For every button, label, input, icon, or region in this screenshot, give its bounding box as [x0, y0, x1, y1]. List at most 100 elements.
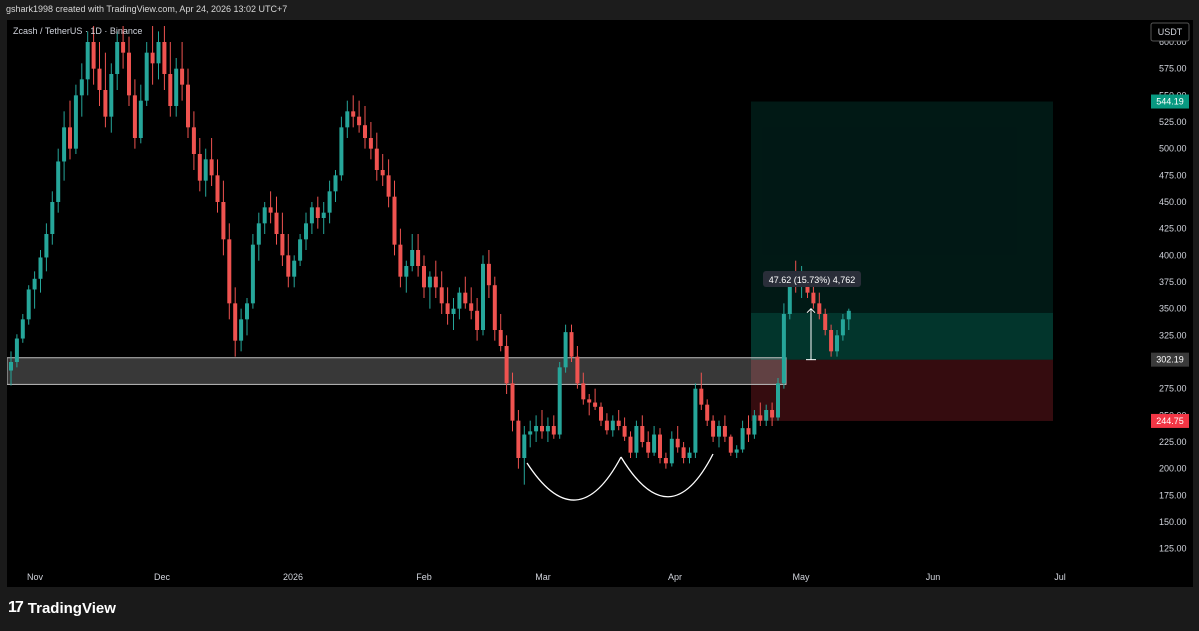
candle — [56, 148, 61, 213]
candle — [203, 148, 208, 197]
measure-arrowhead — [806, 307, 816, 314]
candle — [593, 388, 598, 410]
y-tick-label: 525.00 — [1159, 117, 1187, 127]
candle — [91, 26, 96, 85]
candle — [693, 383, 698, 458]
chart-header: gshark1998 created with TradingView.com,… — [0, 0, 1199, 20]
candle — [191, 111, 196, 170]
candle-body — [811, 292, 816, 304]
chart-frame[interactable]: 47.62 (15.73%) 4,762 Zcash / TetherUS · 1… — [7, 20, 1193, 587]
candle — [628, 431, 633, 458]
candle — [681, 442, 686, 464]
candle — [186, 68, 190, 138]
plot-area: 47.62 (15.73%) 4,762 — [7, 26, 1053, 501]
candle — [705, 399, 710, 426]
candle — [675, 426, 680, 453]
candle-body — [705, 404, 710, 421]
candle — [758, 402, 763, 426]
tradingview-logo[interactable]: 17 TradingView — [8, 599, 116, 617]
y-tick-label: 275.00 — [1159, 384, 1187, 394]
candle-body — [563, 332, 568, 368]
candle — [557, 362, 562, 439]
candle-body — [634, 426, 639, 453]
candle-body — [38, 257, 43, 279]
candle — [256, 212, 261, 261]
candle — [115, 31, 120, 90]
candle — [545, 417, 550, 442]
y-tick-label: 400.00 — [1159, 250, 1187, 260]
candle-body — [221, 202, 226, 240]
candle-body — [752, 415, 757, 435]
candle — [180, 42, 185, 101]
candle-body — [368, 138, 373, 149]
candle — [604, 413, 609, 435]
candle — [823, 308, 828, 336]
pattern-arc-right — [620, 453, 714, 498]
candle — [587, 394, 592, 416]
x-tick-label: Apr — [668, 572, 682, 582]
candle-body — [510, 383, 515, 421]
candle-body — [50, 202, 55, 234]
candle-body — [770, 410, 775, 418]
price-label-bg — [1151, 352, 1189, 367]
candle — [44, 223, 49, 272]
candle-body — [174, 68, 179, 106]
candle — [457, 287, 462, 320]
stop-zone — [751, 359, 1053, 421]
candle-body — [333, 175, 338, 192]
candle — [304, 212, 308, 250]
candle-body — [463, 292, 468, 304]
candle-body — [652, 434, 657, 453]
y-tick-label: 150.00 — [1159, 517, 1187, 527]
candle-body — [445, 303, 450, 314]
candle — [522, 426, 527, 485]
candle-body — [492, 285, 497, 330]
candle — [551, 415, 556, 439]
candle — [504, 335, 509, 394]
candle — [711, 415, 716, 442]
y-tick-label: 175.00 — [1159, 490, 1187, 500]
candle — [469, 287, 474, 320]
candle-body — [26, 289, 31, 320]
candle-body — [32, 278, 37, 290]
candle-body — [91, 42, 96, 69]
candle — [268, 191, 273, 224]
candle — [722, 415, 727, 442]
candle-body — [416, 250, 421, 266]
candle-body — [575, 356, 580, 384]
candle-body — [62, 127, 67, 162]
candle — [569, 324, 574, 362]
candle — [197, 138, 202, 192]
header-credit: gshark1998 created with TradingView.com,… — [6, 4, 288, 14]
candle-body — [740, 428, 745, 450]
candle — [669, 431, 674, 467]
candle — [97, 42, 102, 106]
candle — [50, 191, 55, 245]
candle-body — [339, 127, 344, 176]
chart-canvas[interactable]: 47.62 (15.73%) 4,762 Zcash / TetherUS · 1… — [7, 20, 1193, 587]
candle-body — [286, 255, 291, 277]
candle — [103, 52, 108, 128]
candle-body — [103, 90, 108, 117]
price-label: 302.19 — [1156, 355, 1184, 365]
candle-body — [469, 303, 474, 311]
candle-body — [699, 388, 704, 405]
candle-body — [823, 314, 828, 330]
candle-body — [593, 402, 598, 407]
candle-body — [433, 276, 438, 288]
candle — [85, 31, 90, 96]
candle-body — [227, 239, 232, 304]
candle-body — [327, 191, 332, 213]
candle — [770, 402, 775, 426]
candle-body — [687, 452, 692, 458]
candle — [26, 285, 31, 325]
candle-body — [663, 458, 668, 464]
candle — [652, 426, 657, 456]
candle — [250, 234, 255, 309]
candle — [339, 116, 344, 181]
candle-body — [203, 159, 208, 181]
x-tick-label: Jun — [926, 572, 941, 582]
candle-body — [374, 148, 379, 170]
candle-body — [581, 383, 586, 400]
candle — [121, 26, 126, 69]
